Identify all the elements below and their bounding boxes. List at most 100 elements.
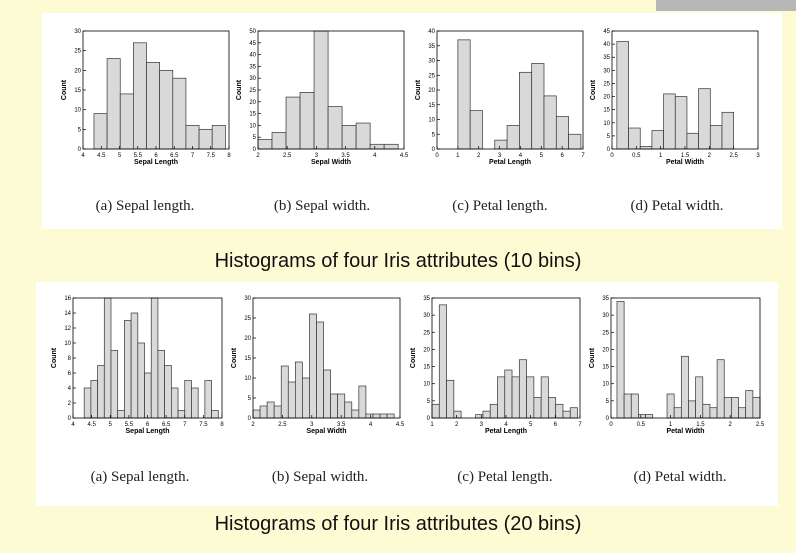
histogram-bar xyxy=(666,393,675,419)
y-axis-label: Count xyxy=(236,79,243,100)
x-tick-label: 7.5 xyxy=(199,422,208,428)
x-axis-label: Sepal Width xyxy=(307,428,347,435)
x-tick-label: 8 xyxy=(227,153,231,159)
y-tick-label: 20 xyxy=(423,347,430,353)
x-axis-label: Petal Length xyxy=(489,159,531,166)
y-tick-label: 0 xyxy=(68,416,72,422)
y-tick-label: 35 xyxy=(602,296,609,302)
y-tick-label: 20 xyxy=(244,336,251,342)
x-tick-label: 6.5 xyxy=(162,422,171,428)
y-tick-label: 20 xyxy=(603,95,610,101)
y-tick-label: 30 xyxy=(249,76,256,82)
y-tick-label: 10 xyxy=(244,376,251,382)
corner-tab xyxy=(656,0,796,11)
x-axis-label: Petal Width xyxy=(666,428,704,435)
x-tick-label: 1 xyxy=(669,422,673,428)
y-tick-label: 10 xyxy=(423,382,430,388)
histogram-caption: (d) Petal width. xyxy=(633,469,727,485)
x-tick-label: 1 xyxy=(456,153,460,159)
y-tick-label: 35 xyxy=(423,296,430,302)
x-axis-label: Petal Length xyxy=(485,428,527,435)
histogram-bar xyxy=(716,359,725,419)
y-tick-label: 15 xyxy=(249,112,256,118)
section-title-10-bins: Histograms of four Iris attributes (10 b… xyxy=(214,250,582,272)
histogram-caption: (d) Petal width. xyxy=(630,198,724,214)
histogram-bar xyxy=(638,414,646,419)
y-tick-label: 10 xyxy=(64,341,71,347)
x-tick-label: 5 xyxy=(529,422,533,428)
histogram-bar xyxy=(623,393,632,419)
x-tick-label: 2.5 xyxy=(729,153,738,159)
x-axis-label: Sepal Length xyxy=(126,428,170,435)
histogram-caption: (a) Sepal length. xyxy=(90,469,190,485)
x-tick-label: 4 xyxy=(71,422,75,428)
x-tick-label: 0 xyxy=(609,422,613,428)
x-tick-label: 1 xyxy=(659,153,663,159)
y-tick-label: 20 xyxy=(602,347,609,353)
histogram-bar xyxy=(688,400,696,419)
x-tick-label: 6.5 xyxy=(170,153,179,159)
y-tick-label: 25 xyxy=(249,88,256,94)
x-axis-label: Sepal Length xyxy=(134,159,178,166)
y-tick-label: 16 xyxy=(64,296,71,302)
x-tick-label: 7 xyxy=(191,153,195,159)
histogram-bar xyxy=(723,397,732,419)
x-tick-label: 2 xyxy=(708,153,712,159)
histogram-bar xyxy=(731,397,739,419)
x-tick-label: 2.5 xyxy=(756,422,765,428)
x-tick-label: 7 xyxy=(578,422,582,428)
y-tick-label: 25 xyxy=(603,81,610,87)
y-tick-label: 15 xyxy=(244,356,251,362)
histogram-bar xyxy=(745,390,754,419)
y-tick-label: 50 xyxy=(249,29,256,35)
y-tick-label: 35 xyxy=(249,64,256,70)
y-tick-label: 30 xyxy=(602,313,609,319)
y-tick-label: 35 xyxy=(428,44,435,50)
y-axis-label: Count xyxy=(415,79,422,100)
x-tick-label: 3 xyxy=(480,422,484,428)
y-tick-label: 20 xyxy=(74,68,81,74)
x-tick-label: 6 xyxy=(554,422,558,428)
y-tick-label: 30 xyxy=(423,313,430,319)
histogram-bar xyxy=(702,403,711,419)
histogram-bar xyxy=(673,407,682,419)
x-tick-label: 4.5 xyxy=(97,153,106,159)
y-tick-label: 25 xyxy=(244,316,251,322)
histogram-caption: (c) Petal length. xyxy=(457,469,553,485)
x-tick-label: 4.5 xyxy=(87,422,96,428)
x-tick-label: 2.5 xyxy=(278,422,287,428)
y-tick-label: 10 xyxy=(249,123,256,129)
y-tick-label: 0 xyxy=(606,416,610,422)
y-tick-label: 10 xyxy=(603,121,610,127)
x-tick-label: 3 xyxy=(310,422,314,428)
y-tick-label: 5 xyxy=(427,399,431,405)
y-tick-label: 20 xyxy=(249,100,256,106)
x-tick-label: 3.5 xyxy=(341,153,350,159)
x-tick-label: 1.5 xyxy=(681,153,690,159)
x-tick-label: 8 xyxy=(220,422,224,428)
y-tick-label: 25 xyxy=(74,49,81,55)
x-tick-label: 5.5 xyxy=(125,422,134,428)
y-tick-label: 14 xyxy=(64,311,71,317)
y-tick-label: 5 xyxy=(606,399,610,405)
y-tick-label: 0 xyxy=(248,416,252,422)
histogram-bar xyxy=(616,301,625,419)
x-tick-label: 3 xyxy=(315,153,319,159)
y-tick-label: 10 xyxy=(602,382,609,388)
histogram-bar xyxy=(645,414,654,419)
x-tick-label: 2 xyxy=(455,422,459,428)
x-tick-label: 4.5 xyxy=(396,422,405,428)
x-tick-label: 2 xyxy=(251,422,255,428)
x-tick-label: 2 xyxy=(477,153,481,159)
x-tick-label: 4 xyxy=(81,153,85,159)
x-tick-label: 3.5 xyxy=(337,422,346,428)
x-tick-label: 5 xyxy=(118,153,122,159)
y-tick-label: 30 xyxy=(603,68,610,74)
y-tick-label: 30 xyxy=(428,59,435,65)
